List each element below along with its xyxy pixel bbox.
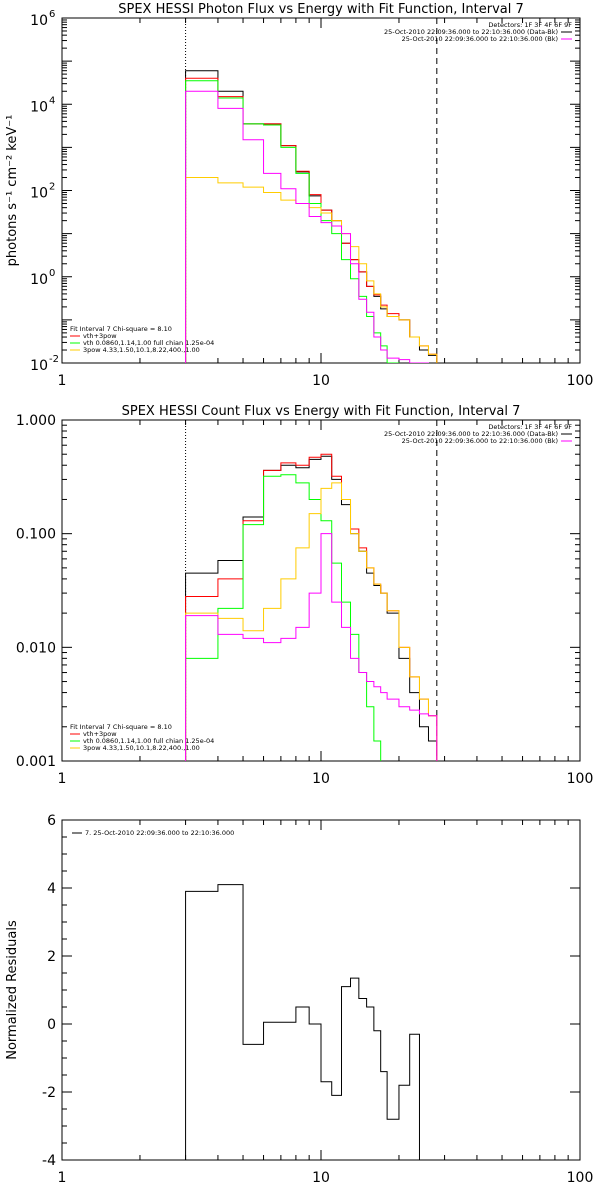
y-tick-exponent: 0 bbox=[49, 268, 55, 279]
series-line-1 bbox=[185, 70, 438, 363]
y-tick-exponent: 6 bbox=[49, 9, 55, 20]
plot-frame bbox=[61, 819, 581, 1161]
legend-label: 25-Oct-2010 22:09:36.000 to 22:10:36.000… bbox=[384, 28, 558, 36]
legend-header: Detectors: 1F 3F 4F 6F 9F bbox=[488, 21, 572, 29]
series-line-2 bbox=[185, 77, 438, 363]
y-tick-exponent: 4 bbox=[49, 95, 55, 106]
y-tick-label: 10 bbox=[30, 186, 48, 202]
x-tick-label: 100 bbox=[567, 373, 594, 389]
legend-label: vth 0.0860,1.14,1.00 full chian 1.25e-04 bbox=[83, 737, 214, 745]
y-tick-label: 0 bbox=[47, 1017, 56, 1033]
y-tick-label: 10 bbox=[30, 272, 48, 288]
y-tick-label: 4 bbox=[47, 881, 56, 897]
series-line-3 bbox=[185, 80, 400, 363]
legend-label: vth+3pow bbox=[83, 730, 117, 738]
legend-label: 7. 25-Oct-2010 22:09:36.000 to 22:10:36.… bbox=[85, 829, 234, 837]
chart-title: SPEX HESSI Photon Flux vs Energy with Fi… bbox=[118, 2, 524, 17]
series-line-4 bbox=[185, 482, 438, 761]
y-tick-label: 6 bbox=[47, 813, 56, 829]
series-group bbox=[185, 453, 438, 761]
x-tick-label: 1 bbox=[58, 771, 67, 787]
legend-label: vth 0.0860,1.14,1.00 full chian 1.25e-04 bbox=[83, 339, 214, 347]
chart-panel-1: SPEX HESSI Photon Flux vs Energy with Fi… bbox=[5, 2, 594, 389]
x-tick-label: 1 bbox=[58, 1170, 67, 1186]
y-tick-label: 2 bbox=[47, 949, 56, 965]
legend-label: vth+3pow bbox=[83, 332, 117, 340]
chart-panel-2: SPEX HESSI Count Flux vs Energy with Fit… bbox=[16, 404, 594, 787]
y-tick-label: 0.100 bbox=[16, 527, 56, 543]
x-tick-label: 100 bbox=[567, 1170, 594, 1186]
legend-header: Fit Interval 7 Chi-square = 8.10 bbox=[70, 325, 172, 333]
y-axis-label: Normalized Residuals bbox=[5, 920, 20, 1060]
x-tick-label: 100 bbox=[567, 771, 594, 787]
legend-label: 3pow 4.33,1.50,10.1,8.22,400.,1.00 bbox=[83, 346, 200, 354]
chart-title: SPEX HESSI Count Flux vs Energy with Fit… bbox=[122, 404, 521, 419]
y-tick-label: 0.010 bbox=[16, 640, 56, 656]
legend-header: Fit Interval 7 Chi-square = 8.10 bbox=[70, 723, 172, 731]
y-tick-label: 10 bbox=[30, 358, 48, 374]
series-group bbox=[185, 70, 438, 363]
x-tick-label: 10 bbox=[312, 373, 330, 389]
series-line-3 bbox=[185, 474, 382, 761]
y-tick-label: -2 bbox=[42, 1085, 56, 1101]
series-line-5 bbox=[185, 90, 429, 363]
x-tick-label: 1 bbox=[58, 373, 67, 389]
y-axis-label: photons s⁻¹ cm⁻² keV⁻¹ bbox=[5, 115, 20, 267]
y-tick-exponent: 2 bbox=[49, 182, 55, 193]
y-tick-label: 0.001 bbox=[16, 754, 56, 770]
legend-label: 3pow 4.33,1.50,10.1,8.22,400.,1.00 bbox=[83, 744, 200, 752]
series-line-5 bbox=[185, 533, 438, 761]
y-tick-exponent: -2 bbox=[49, 354, 59, 365]
legend-header: Detectors: 1F 3F 4F 6F 9F bbox=[488, 423, 572, 431]
legend-label: 25-Oct-2010 22:09:36.000 to 22:10:36.000… bbox=[402, 437, 558, 445]
y-tick-label: 10 bbox=[30, 99, 48, 115]
y-tick-label: 10 bbox=[30, 13, 48, 29]
legend-label: 25-Oct-2010 22:09:36.000 to 22:10:36.000… bbox=[384, 430, 558, 438]
legend-label: 25-Oct-2010 22:09:36.000 to 22:10:36.000… bbox=[402, 35, 558, 43]
chart-panel-3: 1 10 100 -4 -2 0 2 4 6 Normalized Residuals 7. 25-… bbox=[5, 813, 594, 1186]
x-tick-label: 10 bbox=[312, 771, 330, 787]
x-tick-label: 10 bbox=[312, 1170, 330, 1186]
series-line-1 bbox=[185, 884, 420, 1160]
y-tick-label: -4 bbox=[42, 1153, 56, 1169]
series-group bbox=[185, 884, 420, 1160]
y-tick-label: 1.000 bbox=[16, 413, 56, 429]
plot-frame bbox=[61, 17, 581, 364]
